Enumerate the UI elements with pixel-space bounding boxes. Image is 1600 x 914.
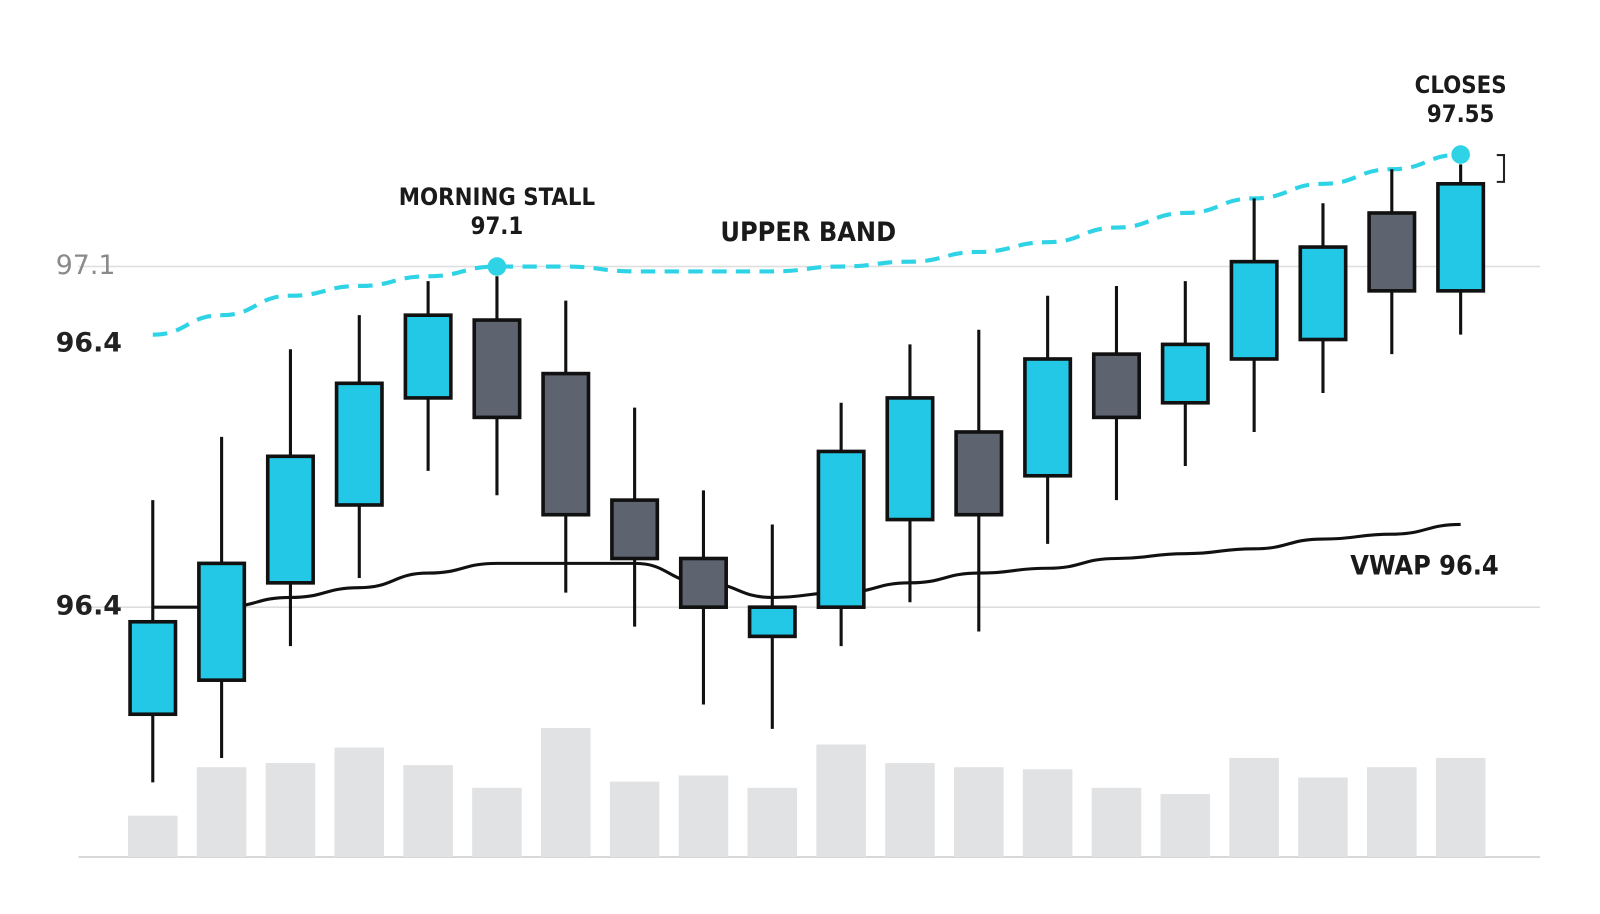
volume-bar <box>885 763 935 857</box>
candle-body <box>403 313 453 400</box>
candle-body <box>1436 181 1486 293</box>
candle-body <box>265 454 315 585</box>
candle-body <box>747 605 797 639</box>
volume-bar <box>334 747 385 857</box>
volume-bar <box>1367 767 1417 857</box>
annotation-text: 96.4 <box>56 327 122 358</box>
volume-bar <box>747 787 798 857</box>
volume-bar <box>1022 769 1073 857</box>
candle-body <box>472 318 522 420</box>
candle-body <box>197 561 247 682</box>
candle-body <box>334 381 384 507</box>
volume-bar <box>954 767 1004 857</box>
volume-bar <box>678 775 729 857</box>
volume-bar <box>265 763 316 857</box>
candle-body <box>1367 211 1417 293</box>
candle-body <box>1091 352 1141 420</box>
volume-bar <box>1435 757 1486 857</box>
volume-bar <box>541 727 591 857</box>
overlay-label: UPPER BAND <box>720 217 896 248</box>
bracket <box>1496 154 1506 183</box>
candle-body <box>1023 357 1073 478</box>
volume-bar <box>1298 777 1348 857</box>
candle-body <box>954 430 1004 517</box>
candle-body <box>541 371 591 517</box>
candle-body <box>128 619 178 717</box>
candle-body <box>1298 245 1348 342</box>
volume-bar <box>816 744 866 857</box>
candle-body <box>885 396 935 522</box>
candle-body <box>678 556 728 609</box>
volume-bar <box>472 787 522 857</box>
volume-bar <box>128 815 178 857</box>
annotation-text: CLOSES <box>1415 71 1507 99</box>
annotation-text: 97.55 <box>1427 100 1495 128</box>
candle-body <box>1229 259 1279 361</box>
candle-body <box>1160 342 1210 405</box>
annotation-text: MORNING STALL <box>399 183 596 211</box>
annotation-text: 97.1 <box>471 212 524 240</box>
volume-bar <box>196 767 247 857</box>
y-tick-label: 96.4 <box>56 591 122 622</box>
volume-bar <box>1229 757 1279 857</box>
volume-bar <box>403 765 453 857</box>
volume-bar <box>1160 794 1211 857</box>
volume-bar <box>609 781 660 857</box>
annotation-dot <box>1451 145 1470 164</box>
overlay-line <box>152 522 1461 609</box>
candle-body <box>816 449 866 609</box>
y-tick-label: 97.1 <box>56 250 116 281</box>
overlay-label: VWAP 96.4 <box>1350 550 1498 581</box>
annotation-dot <box>487 257 507 276</box>
candle-body <box>610 498 660 561</box>
volume-bar <box>1091 787 1142 857</box>
